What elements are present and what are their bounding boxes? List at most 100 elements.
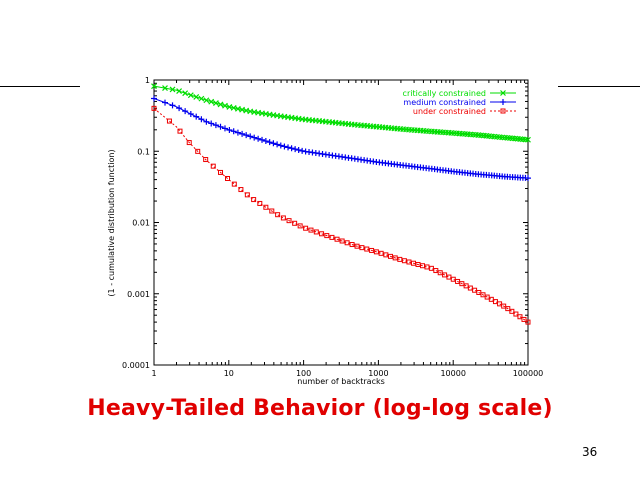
data-point [303,225,309,231]
data-point [295,147,302,154]
data-point [349,242,355,248]
data-point [222,102,228,109]
data-point [234,129,241,136]
page-number: 36 [582,445,598,459]
series-line [153,108,529,323]
data-point [292,146,299,153]
data-point [208,98,215,105]
y-tick-label: 0.001 [127,290,150,299]
data-point [388,253,394,259]
data-point [226,104,233,110]
series-medium-constrained [151,95,531,182]
data-point [517,314,523,320]
data-point [162,85,168,92]
data-point [270,140,277,147]
data-point [274,141,281,148]
data-point [195,148,201,154]
slide-rule-right [558,86,640,87]
data-point [218,169,224,175]
data-point [329,234,335,240]
data-point [151,95,157,102]
data-point [288,145,295,152]
data-point [251,197,257,203]
data-point [203,118,210,125]
series-critically-constrained [151,83,531,143]
data-point [397,256,403,262]
data-point [235,105,241,112]
data-point [497,301,503,307]
y-tick-label: 1 [145,76,150,85]
data-point [151,83,157,90]
data-point [203,97,210,104]
data-point [262,138,269,145]
data-point [210,163,216,169]
data-point [187,92,194,99]
series-layer [151,83,531,325]
legend-marker [500,99,506,105]
data-point [354,243,360,249]
y-tick-label: 0.0001 [122,361,150,370]
data-point [247,133,254,140]
data-point [221,125,228,132]
slide-caption: Heavy-Tailed Behavior (log-log scale) [87,396,553,421]
x-tick-label: 10 [224,369,234,378]
data-point [225,175,231,181]
slide-rule-left [0,86,80,87]
data-point [281,143,288,150]
data-point [231,181,237,187]
data-point [277,142,284,149]
data-point [513,311,519,317]
data-point [509,308,515,314]
data-point [230,104,237,111]
data-point [292,220,298,226]
data-point [339,238,345,244]
data-point [244,192,250,198]
data-point [359,245,365,251]
data-point [297,223,303,229]
data-point [525,136,531,143]
data-point [269,208,275,214]
data-point [525,175,531,182]
data-point [324,233,330,239]
data-point [255,135,262,142]
y-axis: 0.0001 0.001 0.01 0.1 1 [122,76,528,370]
legend-label: critically constrained [403,89,486,98]
data-point [319,231,325,237]
data-point [226,126,233,133]
data-point [501,303,507,309]
data-point [217,123,224,130]
data-point [364,246,370,252]
data-point [411,260,417,266]
data-point [230,128,237,135]
data-point [428,265,434,271]
data-point [212,122,219,129]
data-point [472,287,478,293]
data-point [217,101,224,108]
data-point [521,316,527,322]
data-point [193,94,200,100]
data-point [212,100,219,106]
x-axis-title: number of backtracks [297,377,385,386]
data-point [446,274,452,280]
data-point [383,252,389,258]
heavy-tail-chart: 0.0001 0.001 0.01 0.1 1 1 10 100 1000 10000 10000… [107,76,543,386]
data-point [176,88,183,94]
data-point [334,236,340,242]
data-point [467,285,473,291]
y-axis-title: (1 - cumulative distribution function) [107,149,116,296]
data-point [198,95,205,102]
x-tick-label: 10000 [440,369,465,378]
data-point [433,268,439,274]
data-point [525,319,531,325]
data-point [238,187,244,193]
data-point [406,259,412,265]
data-point [151,105,157,111]
data-point [182,90,189,97]
data-point [257,200,263,206]
data-point [239,130,246,137]
series-under-constrained [151,105,531,325]
legend-marker [500,90,506,96]
data-point [378,250,384,256]
data-point [488,296,494,302]
